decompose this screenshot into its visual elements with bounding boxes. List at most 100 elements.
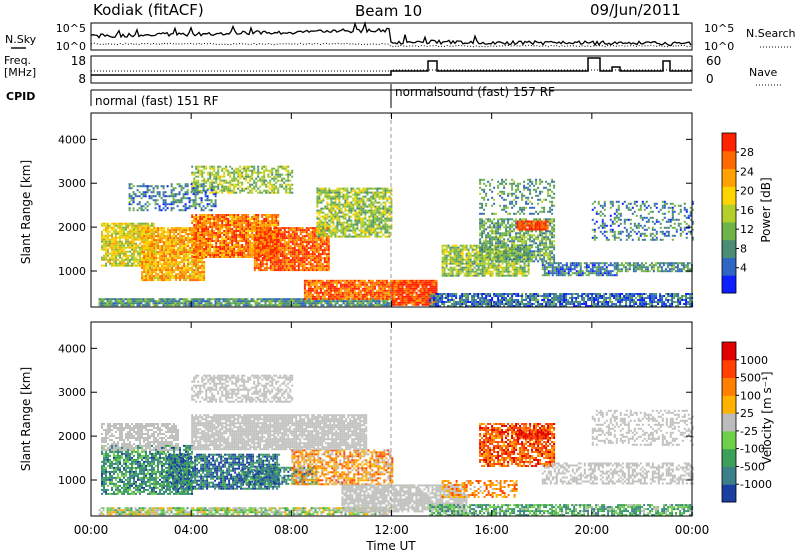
heatmap-cell (339, 289, 342, 292)
heatmap-cell (189, 275, 192, 278)
heatmap-cell (431, 279, 434, 282)
heatmap-cell (211, 165, 214, 168)
heatmap-cell (149, 227, 152, 230)
heatmap-cell (366, 209, 369, 212)
heatmap-cell (370, 221, 373, 224)
heatmap-cell (303, 283, 306, 286)
heatmap-cell (175, 265, 178, 268)
heatmap-cell (340, 225, 343, 228)
heatmap-cell (331, 297, 334, 300)
heatmap-cell (213, 224, 216, 226)
heatmap-cell (386, 197, 389, 200)
heatmap-cell (356, 199, 359, 202)
heatmap-cell (267, 245, 270, 248)
heatmap-cell (366, 191, 369, 194)
heatmap-cell (309, 267, 312, 270)
heatmap-cell (375, 281, 378, 284)
heatmap-cell (384, 219, 387, 222)
heatmap-cell (332, 189, 335, 192)
heatmap-cell (169, 269, 172, 272)
heatmap-cell (374, 195, 377, 198)
heatmap-cell (379, 289, 382, 292)
heatmap-cell (378, 193, 381, 196)
freq-label-1: Freq. (4, 54, 31, 67)
heatmap-cell (289, 253, 292, 256)
heatmap-cell (320, 219, 323, 222)
heatmap-cell (173, 237, 176, 240)
heatmap-cell (104, 302, 107, 305)
heatmap-cell (343, 295, 346, 298)
heatmap-cell (401, 293, 404, 296)
heatmap-cell (145, 231, 148, 234)
heatmap-cell (361, 297, 364, 300)
heatmap-cell (397, 291, 400, 294)
heatmap-cell (159, 275, 162, 278)
heatmap-cell (348, 227, 351, 230)
heatmap-cell (332, 233, 335, 236)
heatmap-cell (162, 300, 165, 303)
heatmap-cell (190, 298, 193, 301)
heatmap-cell (267, 247, 270, 250)
heatmap-cell (169, 265, 172, 268)
heatmap-cell (355, 293, 358, 296)
heatmap-cell (385, 279, 388, 282)
heatmap-cell (324, 300, 327, 303)
heatmap-cell (107, 244, 109, 247)
heatmap-cell (251, 244, 254, 246)
heatmap-cell (141, 265, 144, 268)
heatmap-cell (403, 299, 406, 302)
heatmap-cell (202, 304, 205, 307)
heatmap-cell (374, 231, 377, 234)
heatmap-cell (134, 302, 137, 305)
heatmap-cell (139, 238, 141, 241)
heatmap-cell (281, 237, 284, 240)
heatmap-cell (301, 261, 304, 264)
heatmap-cell (162, 302, 165, 305)
heatmap-cell (423, 289, 426, 292)
heatmap-cell (241, 214, 244, 216)
heatmap-cell (376, 215, 379, 218)
heatmap-cell (317, 279, 320, 282)
heatmap-cell (156, 302, 159, 305)
heatmap-cell (243, 216, 246, 218)
heatmap-cell (165, 277, 168, 280)
heatmap-cell (125, 222, 127, 225)
heatmap-cell (200, 304, 203, 307)
heatmap-cell (255, 267, 258, 270)
heatmap-cell (253, 229, 256, 232)
heatmap-cell (143, 255, 146, 258)
heatmap-cell (338, 199, 341, 202)
heatmap-cell (338, 201, 341, 204)
heatmap-cell (205, 181, 208, 184)
heatmap-cell (259, 253, 262, 256)
heatmap-cell (157, 275, 160, 278)
heatmap-cell (311, 251, 314, 254)
heatmap-cell (201, 238, 204, 240)
heatmap-cell (209, 242, 212, 244)
heatmap-cell (255, 245, 258, 248)
heatmap-cell (297, 261, 300, 264)
heatmap-cell (200, 300, 203, 303)
heatmap-cell (286, 298, 289, 301)
heatmap-cell (346, 227, 349, 230)
heatmap-cell (158, 300, 161, 303)
heatmap-cell (382, 213, 385, 216)
heatmap-cell (227, 214, 230, 216)
heatmap-cell (292, 300, 295, 303)
heatmap-cell (303, 259, 306, 262)
heatmap-cell (229, 238, 232, 240)
heatmap-cell (279, 247, 282, 250)
heatmap-cell (149, 243, 152, 246)
heatmap-cell (317, 249, 320, 252)
heatmap-cell (395, 287, 398, 290)
heatmap-cell (117, 232, 119, 235)
heatmap-cell (356, 233, 359, 236)
heatmap-cell (272, 300, 275, 303)
heatmap-cell (157, 261, 160, 264)
heatmap-cell (397, 303, 400, 306)
heatmap-cell (334, 211, 337, 214)
heatmap-cell (333, 285, 336, 288)
heatmap-cell (256, 300, 259, 303)
heatmap-cell (145, 245, 148, 248)
heatmap-cell (171, 267, 174, 270)
